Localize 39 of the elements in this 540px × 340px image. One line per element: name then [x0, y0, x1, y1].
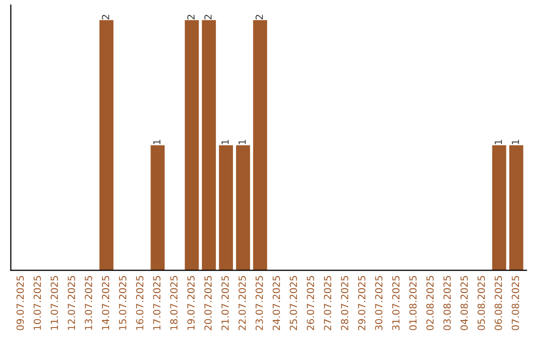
x-tick-label: 13.07.2025 [84, 276, 92, 330]
x-tick-label: 09.07.2025 [16, 276, 24, 330]
x-tick-label: 28.07.2025 [340, 276, 348, 330]
x-tick-label: 23.07.2025 [256, 276, 263, 330]
x-tick-label: 12.07.2025 [68, 276, 76, 330]
x-tick-label: 14.07.2025 [102, 276, 110, 330]
x-tick-label: 10.07.2025 [34, 276, 41, 330]
data-label: 2 [256, 14, 263, 20]
x-tick-label: 07.08.2025 [512, 276, 520, 330]
x-tick-label: 05.08.2025 [478, 276, 485, 330]
x-tick-label: 15.07.2025 [118, 276, 126, 330]
x-tick-label: 04.08.2025 [460, 276, 468, 330]
x-tick-label: 31.07.2025 [392, 276, 400, 330]
data-label: 1 [512, 140, 519, 144]
x-tick-label: 29.07.2025 [358, 276, 366, 330]
x-tick-label: 19.07.2025 [187, 276, 195, 330]
data-label: 2 [102, 14, 110, 20]
data-label: 2 [187, 14, 194, 20]
data-label: 1 [153, 140, 160, 144]
x-tick-label: 01.08.2025 [409, 276, 417, 330]
x-tick-label: 22.07.2025 [238, 276, 246, 330]
x-tick-label: 02.08.2025 [426, 276, 434, 330]
x-tick-label: 20.07.2025 [204, 276, 212, 330]
data-label: 1 [238, 140, 246, 144]
x-tick-label: 21.07.2025 [221, 276, 229, 330]
x-tick-label: 26.07.2025 [306, 276, 314, 330]
x-tick-label: 06.08.2025 [494, 276, 502, 330]
x-tick-label: 03.08.2025 [443, 276, 451, 330]
x-tick-label: 11.07.2025 [50, 276, 58, 330]
x-tick-label: 27.07.2025 [324, 276, 332, 330]
data-label: 1 [222, 140, 229, 144]
x-tick-label: 25.07.2025 [290, 276, 298, 330]
x-tick-label: 16.07.2025 [136, 276, 144, 330]
x-tick-label: 24.07.2025 [272, 276, 280, 330]
x-tick-label: 17.07.2025 [153, 276, 160, 330]
data-label: 2 [204, 14, 212, 20]
x-tick-label: 18.07.2025 [170, 276, 178, 330]
data-label: 1 [494, 140, 502, 144]
x-tick-label: 30.07.2025 [375, 276, 382, 330]
